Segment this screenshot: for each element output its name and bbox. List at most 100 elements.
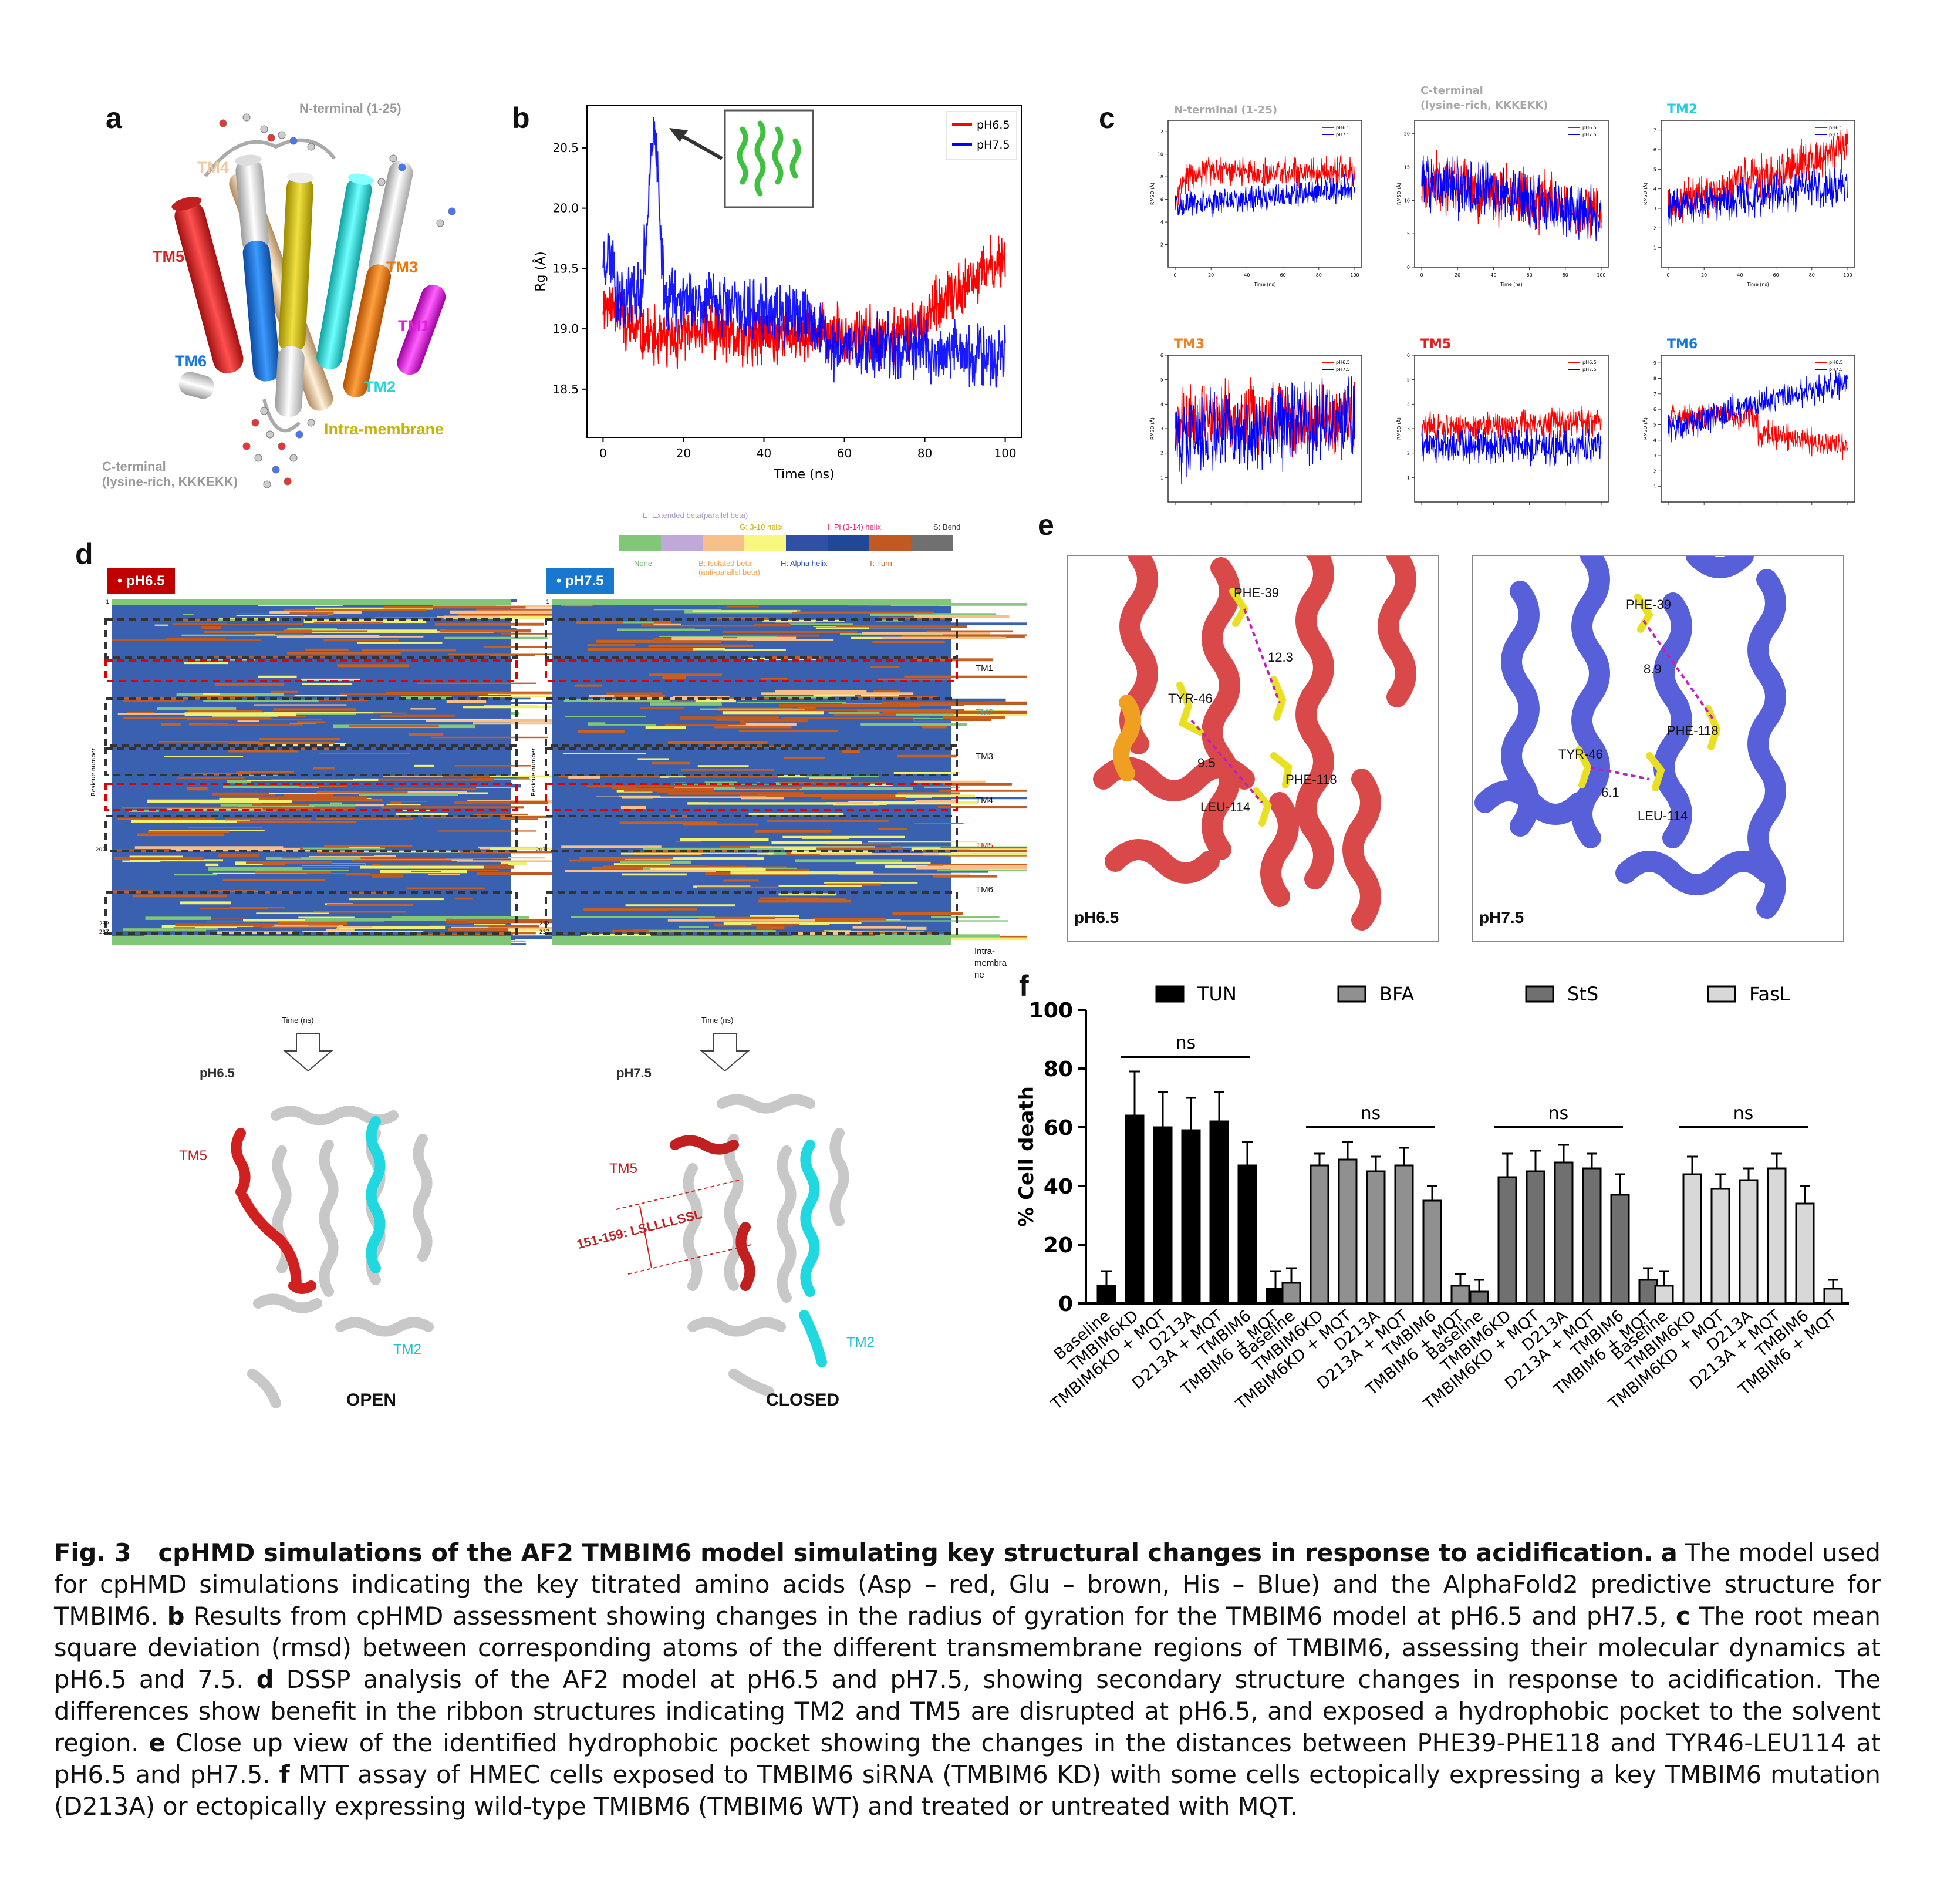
dssp-stripe	[326, 904, 413, 906]
dssp-stripe	[154, 918, 258, 921]
rmsd-legend-label-4: pH7.5	[1582, 367, 1597, 372]
dssp-stripe	[681, 769, 774, 771]
dssp-stripe	[315, 607, 433, 610]
rmsd-series-4-pH6.5	[1421, 406, 1602, 443]
dssp-stripe	[205, 626, 279, 629]
rmsd-ytick-label-5: 1	[1653, 484, 1656, 490]
dssp-intra-1: Intra-	[974, 946, 996, 956]
dssp-stripe	[447, 628, 517, 630]
f-y-tick-label: 60	[1044, 1116, 1073, 1140]
dssp-stripe	[645, 726, 686, 729]
dssp-stripe	[187, 710, 262, 714]
dssp-stripe	[450, 610, 576, 614]
rmsd-xtick-label-3: 80	[1316, 507, 1322, 508]
dssp-stripe	[667, 741, 768, 744]
caption-c-label: c	[1676, 1602, 1690, 1630]
dssp-stripe	[907, 926, 927, 930]
dssp-stripe	[914, 823, 964, 824]
dssp-stripe	[243, 920, 280, 922]
rmsd-xlabel-2: Time (ns)	[1746, 282, 1769, 287]
dssp-stripe	[500, 818, 538, 820]
dssp-stripe	[744, 658, 819, 660]
dssp-stripe	[137, 833, 225, 837]
dssp-stripe	[117, 818, 215, 820]
dssp-stripe	[685, 776, 778, 779]
rmsd-ytick-label-1: 5	[1407, 231, 1410, 237]
rmsd-xtick-label-0: 60	[1280, 272, 1286, 278]
dssp-stripe	[415, 934, 513, 936]
ph75-label: pH7.5	[1479, 908, 1524, 926]
dssp-stripe	[381, 806, 524, 809]
dssp-stripe	[697, 886, 778, 889]
rmsd-legend-label-5: pH6.5	[1829, 360, 1843, 365]
dssp-stripe	[266, 852, 374, 856]
dssp-stripe	[349, 724, 439, 727]
rmsd-ytick-label-2: 2	[1653, 225, 1656, 231]
rmsd-ytick-label-4: 5	[1407, 378, 1410, 383]
dssp-stripe	[454, 801, 548, 804]
dssp-row-tick: 1	[546, 599, 549, 605]
dssp-stripe	[649, 673, 722, 676]
dssp-stripe	[316, 791, 408, 794]
dssp-stripe	[625, 904, 735, 907]
dssp-stripe	[237, 821, 357, 823]
dssp-stripe	[402, 810, 432, 811]
dssp-legend-swatch	[703, 535, 744, 551]
dssp-stripe	[697, 697, 786, 699]
dssp-stripe	[819, 853, 939, 855]
dssp-stripe	[695, 699, 736, 703]
f-bar-FasL-0	[1654, 1285, 1674, 1305]
dssp-stripe	[671, 636, 797, 641]
rg-legend-label-0: pH6.5	[977, 119, 1010, 132]
dssp-stripe	[452, 792, 488, 794]
dssp-stripe	[414, 627, 447, 630]
dssp-stripe	[879, 804, 927, 808]
dssp-stripe	[863, 930, 925, 932]
dssp-stripe	[210, 890, 258, 892]
dssp-stripe	[254, 704, 347, 706]
rmsd-title-1: C-terminal	[1420, 85, 1483, 97]
dssp-stripe	[396, 813, 448, 815]
dssp-stripe	[923, 852, 1027, 856]
dssp-stripe	[833, 713, 934, 716]
dssp-stripe	[408, 733, 444, 736]
rmsd-xtick-label-2: 100	[1843, 272, 1852, 278]
dssp-stripe	[784, 757, 825, 759]
f-legend-swatch-TUN	[1155, 985, 1185, 1003]
dssp-stripe	[733, 634, 819, 637]
dssp-stripe	[870, 613, 996, 616]
dssp-row-tick: 237	[539, 929, 549, 935]
dssp-stripe	[126, 711, 155, 713]
dssp-stripe	[222, 878, 326, 881]
ph65-tyr46: TYR-46	[1168, 691, 1213, 706]
dssp-stripe	[273, 708, 356, 712]
dssp-stripe	[788, 717, 929, 719]
dssp-stripe	[337, 664, 409, 668]
rmsd-ytick-label-5: 4	[1653, 438, 1656, 443]
rmsd-ytick-label-3: 6	[1160, 353, 1163, 358]
caption-c-text: The root mean square deviation (rmsd) be…	[54, 1602, 1881, 1694]
dssp-stripe	[437, 830, 536, 832]
dssp-stripe	[373, 712, 407, 715]
rmsd-xtick-label-1: 0	[1420, 272, 1423, 278]
rmsd-subplot-3: TM3123456020406080100Time (ns)RMSD (Å)pH…	[1149, 337, 1362, 508]
dssp-stripe	[649, 930, 776, 932]
rg-series-ph65	[602, 235, 1006, 370]
dssp-stripe	[476, 608, 575, 612]
dssp-stripe	[448, 854, 500, 857]
dssp-stripe	[667, 919, 815, 922]
rg-inset-helix-0	[737, 126, 748, 185]
dssp-stripe	[596, 796, 653, 799]
dssp-stripe	[873, 690, 900, 694]
rmsd-xtick-label-5: 0	[1666, 507, 1669, 508]
dssp-stripe	[451, 705, 539, 707]
ph65-label: pH6.5	[1074, 908, 1119, 926]
dssp-stripe	[737, 857, 855, 860]
dssp-stripe	[431, 736, 549, 739]
ph75-leu114: LEU-114	[1638, 808, 1688, 823]
dssp-stripe	[904, 675, 1027, 678]
dssp-stripe	[592, 605, 668, 608]
dssp-stripe	[129, 859, 223, 862]
dssp-stripe	[791, 850, 872, 854]
dssp-stripe	[386, 804, 421, 806]
